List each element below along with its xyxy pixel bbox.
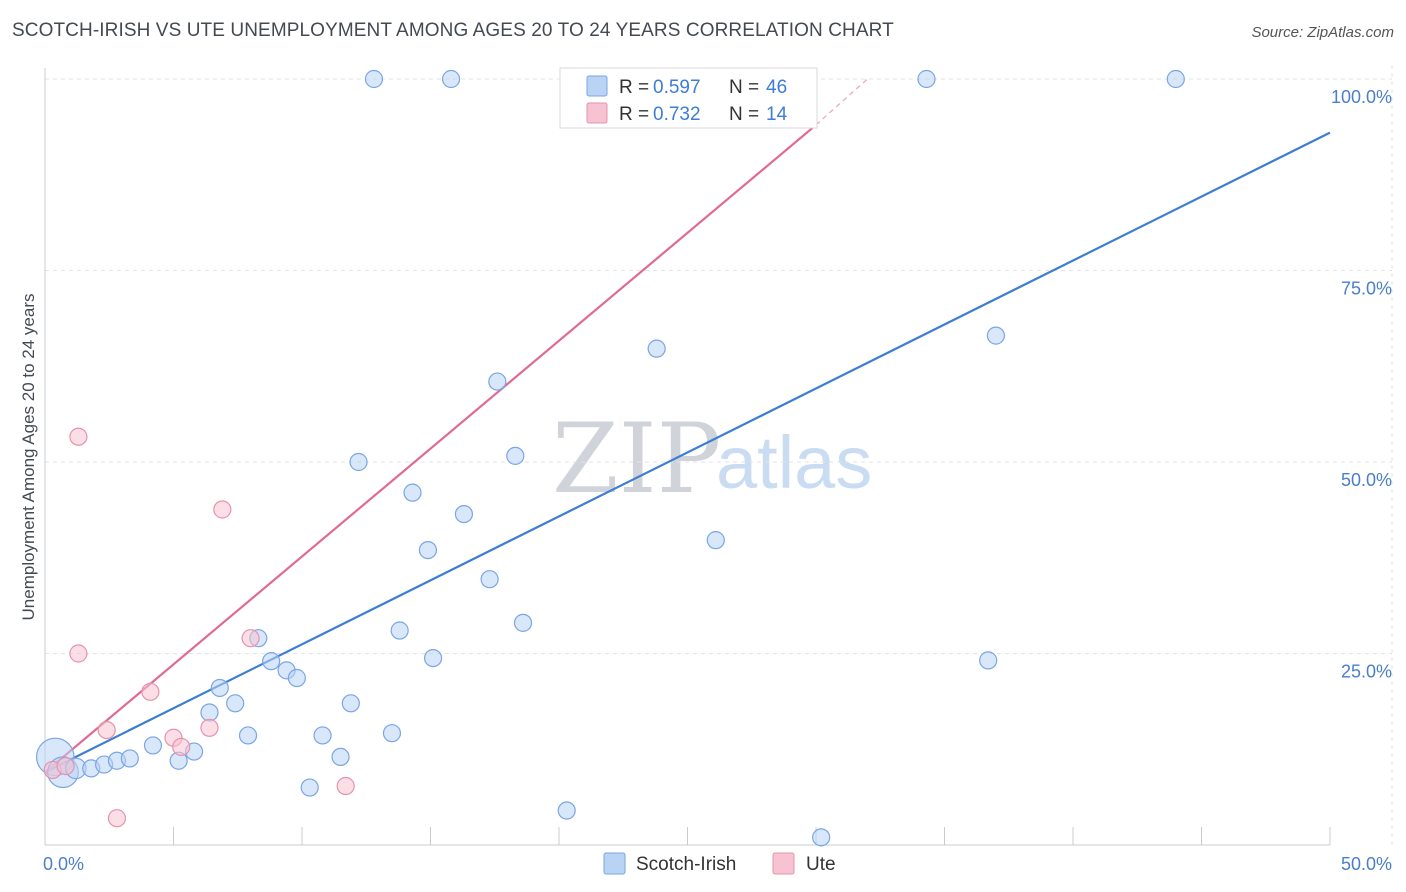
legend-n-label-2: N = bbox=[729, 104, 759, 125]
point-ute bbox=[336, 776, 355, 796]
point-ute bbox=[107, 809, 127, 828]
point-scotch-irish bbox=[331, 747, 350, 767]
point-scotch-irish bbox=[812, 828, 831, 847]
watermark-zip: ZIP bbox=[552, 403, 721, 515]
axes bbox=[44, 68, 1331, 846]
trend-line-scotch-irish bbox=[44, 131, 1331, 774]
point-scotch-irish bbox=[979, 651, 998, 670]
legend-swatch-ute bbox=[586, 102, 608, 124]
point-ute bbox=[69, 427, 88, 446]
x-tick-label-max: 50.0% bbox=[1341, 854, 1392, 874]
point-scotch-irish bbox=[986, 326, 1006, 345]
point-ute bbox=[172, 737, 191, 757]
point-scotch-irish bbox=[382, 724, 402, 743]
point-scotch-irish bbox=[200, 703, 219, 722]
point-scotch-irish bbox=[917, 69, 936, 89]
legend-n-label-1: N = bbox=[729, 77, 759, 98]
legend-r-value-2: 0.732 bbox=[653, 104, 701, 125]
bottom-legend: Scotch-Irish Ute bbox=[603, 852, 836, 875]
y-tick-label: 100.0% bbox=[1331, 87, 1392, 107]
point-scotch-irish bbox=[210, 678, 229, 698]
point-ute bbox=[97, 720, 116, 740]
point-scotch-irish bbox=[423, 648, 443, 668]
point-scotch-irish bbox=[390, 621, 409, 640]
point-scotch-irish bbox=[403, 483, 422, 502]
point-scotch-irish bbox=[287, 668, 306, 688]
point-ute bbox=[56, 757, 75, 776]
legend-r-label-2: R = bbox=[619, 104, 649, 125]
point-scotch-irish bbox=[120, 749, 139, 768]
point-ute bbox=[241, 629, 260, 648]
legend-n-value-2: 14 bbox=[766, 104, 788, 125]
point-scotch-irish bbox=[557, 801, 576, 820]
trend-line-ute bbox=[44, 124, 817, 774]
point-ute bbox=[141, 682, 160, 701]
source-label: Source: ZipAtlas.com bbox=[1251, 24, 1394, 41]
trend-lines bbox=[44, 78, 1331, 774]
legend-r-label-1: R = bbox=[619, 77, 649, 98]
point-scotch-irish bbox=[226, 694, 245, 713]
legend-n-value-1: 46 bbox=[766, 77, 787, 98]
point-scotch-irish bbox=[647, 339, 666, 358]
tick-labels: 25.0% 50.0% 75.0% 100.0% 0.0% 50.0% bbox=[43, 87, 1392, 874]
point-ute bbox=[69, 644, 88, 663]
point-scotch-irish bbox=[513, 613, 533, 632]
point-scotch-irish bbox=[262, 652, 281, 671]
point-scotch-irish bbox=[1166, 69, 1185, 89]
point-scotch-irish bbox=[313, 726, 332, 745]
chart-title: SCOTCH-IRISH VS UTE UNEMPLOYMENT AMONG A… bbox=[12, 20, 894, 41]
point-scotch-irish bbox=[341, 694, 360, 713]
y-tick-label: 75.0% bbox=[1341, 279, 1392, 299]
point-scotch-irish bbox=[300, 778, 319, 797]
point-scotch-irish bbox=[480, 570, 499, 589]
trend-extension-ute bbox=[815, 78, 868, 126]
legend-r-value-1: 0.597 bbox=[653, 77, 701, 98]
bottom-legend-swatch-ute bbox=[772, 852, 795, 875]
point-ute bbox=[213, 500, 232, 519]
legend-swatch-scotch-irish bbox=[586, 75, 608, 97]
y-tick-label: 50.0% bbox=[1341, 470, 1392, 490]
point-scotch-irish bbox=[364, 69, 384, 89]
y-tick-label: 25.0% bbox=[1341, 662, 1392, 682]
bottom-legend-label-ute: Ute bbox=[806, 854, 836, 875]
point-scotch-irish bbox=[506, 446, 525, 465]
point-scotch-irish bbox=[706, 531, 725, 550]
point-scotch-irish bbox=[349, 452, 368, 472]
point-scotch-irish bbox=[454, 504, 474, 524]
point-scotch-irish bbox=[238, 726, 258, 745]
bottom-legend-swatch-scotch-irish bbox=[603, 852, 626, 875]
point-ute bbox=[200, 718, 219, 737]
bottom-legend-label-scotch-irish: Scotch-Irish bbox=[636, 854, 736, 875]
x-tick-label-min: 0.0% bbox=[43, 854, 84, 874]
point-scotch-irish bbox=[488, 372, 507, 391]
data-points bbox=[35, 69, 1185, 847]
y-axis-label: Unemployment Among Ages 20 to 24 years bbox=[19, 294, 38, 621]
point-scotch-irish bbox=[418, 540, 438, 560]
legend: R = 0.597 N = 46 R = 0.732 N = 14 bbox=[559, 67, 818, 129]
point-scotch-irish bbox=[143, 736, 163, 755]
point-scotch-irish bbox=[441, 69, 461, 89]
